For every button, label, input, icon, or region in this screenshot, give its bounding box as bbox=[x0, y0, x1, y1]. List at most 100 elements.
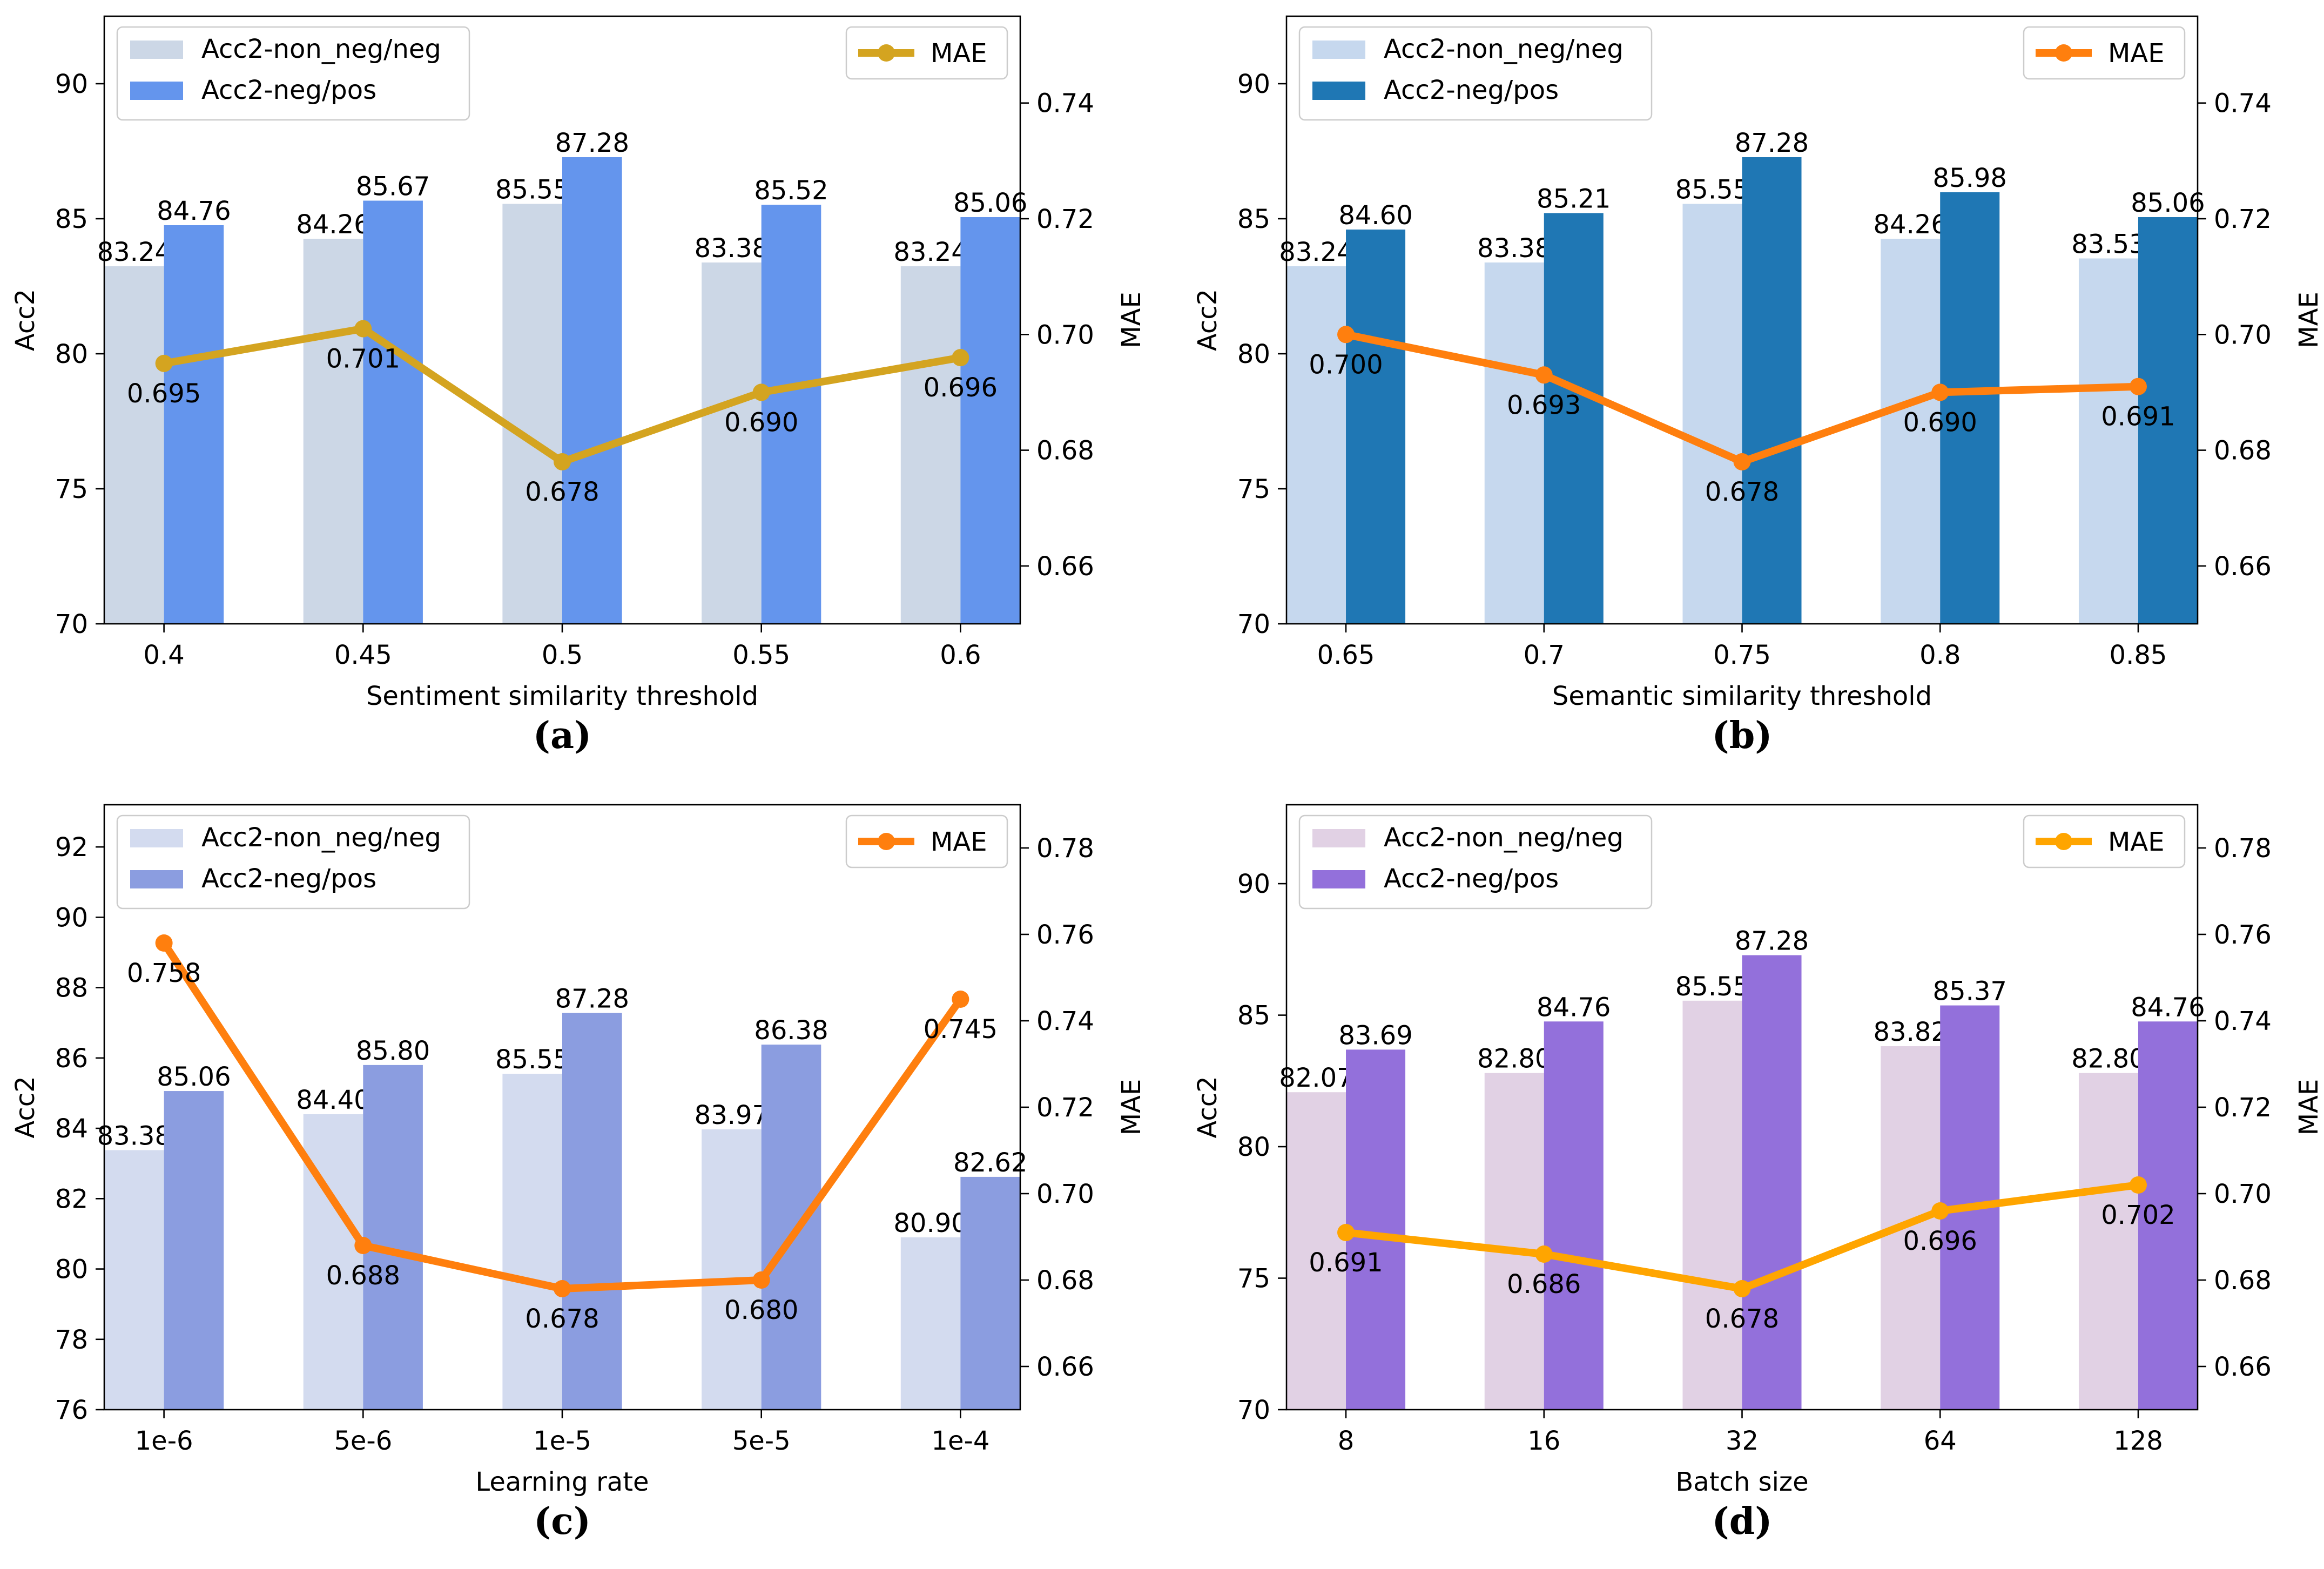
mae-value-label: 0.758 bbox=[127, 958, 201, 988]
y-tick-label: 85 bbox=[1237, 1001, 1270, 1031]
y-tick-label: 75 bbox=[1237, 1264, 1270, 1294]
y-tick-label: 80 bbox=[55, 339, 88, 369]
bar-value-label: 84.76 bbox=[1537, 992, 1611, 1022]
x-tick-label: 32 bbox=[1726, 1426, 1759, 1456]
bar-value-label: 84.40 bbox=[296, 1085, 370, 1115]
legend-frame bbox=[2023, 814, 2186, 868]
mae-point bbox=[1931, 1202, 1949, 1220]
mae-point bbox=[155, 934, 173, 952]
mae-value-label: 0.700 bbox=[1309, 349, 1383, 380]
y2-tick-label: 0.70 bbox=[2214, 1179, 2272, 1209]
y2-tick-label: 0.74 bbox=[1036, 1006, 1094, 1036]
bar bbox=[960, 1176, 1020, 1410]
bar-value-label: 85.55 bbox=[495, 175, 569, 205]
mae-value-label: 0.691 bbox=[1309, 1248, 1383, 1278]
bar-value-label: 83.38 bbox=[1477, 233, 1551, 264]
chart-panel-3: 83.38 84.40 85.55 83.97 80.90 85.06 85.80 87.28… bbox=[10, 804, 1147, 1543]
mae-value-label: 0.690 bbox=[724, 407, 798, 437]
legend-label: Acc2-non_neg/neg bbox=[201, 823, 441, 853]
bar bbox=[1346, 230, 1406, 624]
x-tick-label: 0.4 bbox=[143, 640, 184, 670]
legend-swatch bbox=[130, 829, 183, 847]
bar-value-label: 82.80 bbox=[1477, 1044, 1551, 1074]
legend-swatch bbox=[1312, 41, 1365, 59]
y2-tick-label: 0.72 bbox=[1036, 1093, 1094, 1123]
y2-tick-label: 0.68 bbox=[1036, 1265, 1094, 1296]
y2-tick-label: 0.72 bbox=[2214, 1093, 2272, 1123]
bar-legend: Acc2-non_neg/neg Acc2-neg/pos bbox=[1298, 814, 1653, 910]
panel-caption: (a) bbox=[533, 714, 591, 757]
bar bbox=[1544, 1021, 1604, 1410]
legend-label: MAE bbox=[2108, 38, 2165, 69]
legend-line-marker bbox=[2055, 833, 2072, 850]
bar-value-label: 87.28 bbox=[1735, 926, 1809, 957]
bar bbox=[363, 1065, 423, 1410]
mae-point bbox=[1733, 1280, 1751, 1297]
bar-value-label: 83.38 bbox=[695, 233, 769, 264]
x-tick-label: 0.5 bbox=[542, 640, 583, 670]
bar-value-label: 85.52 bbox=[754, 176, 828, 206]
x-axis-label: Sentiment similarity threshold bbox=[366, 681, 758, 711]
x-axis-label: Batch size bbox=[1675, 1467, 1808, 1497]
bar-value-label: 82.07 bbox=[1279, 1063, 1353, 1093]
bar-value-label: 85.55 bbox=[1675, 175, 1749, 205]
line-legend: MAE bbox=[845, 814, 1008, 868]
y-tick-label: 70 bbox=[1237, 1395, 1270, 1425]
legend-label: Acc2-non_neg/neg bbox=[1384, 823, 1624, 853]
bar-value-label: 85.21 bbox=[1537, 184, 1611, 214]
bar bbox=[900, 1237, 961, 1410]
y-tick-label: 82 bbox=[55, 1184, 88, 1214]
bar bbox=[1286, 1092, 1346, 1410]
legend-label: Acc2-non_neg/neg bbox=[201, 34, 441, 64]
y2-tick-label: 0.74 bbox=[1036, 89, 1094, 119]
bar-value-label: 85.06 bbox=[157, 1062, 231, 1092]
legend-swatch bbox=[1312, 870, 1365, 888]
legend-label: MAE bbox=[2108, 827, 2165, 857]
bar-value-label: 80.90 bbox=[893, 1208, 967, 1238]
mae-point bbox=[1337, 1224, 1355, 1241]
y-axis-label: Acc2 bbox=[10, 289, 41, 351]
bar-value-label: 86.38 bbox=[754, 1015, 828, 1046]
chart-panel-1: 83.24 84.26 85.55 83.38 83.24 84.76 85.67 87.28… bbox=[10, 15, 1147, 757]
bar bbox=[363, 200, 423, 624]
panel-caption: (b) bbox=[1712, 714, 1773, 757]
bar bbox=[562, 1013, 622, 1410]
legend-label: Acc2-neg/pos bbox=[201, 864, 376, 894]
bar bbox=[1484, 262, 1544, 624]
bar-legend: Acc2-non_neg/neg Acc2-neg/pos bbox=[1298, 26, 1653, 121]
x-tick-label: 0.7 bbox=[1524, 640, 1565, 670]
bar-value-label: 83.82 bbox=[1874, 1017, 1948, 1047]
bar bbox=[1742, 157, 1802, 624]
bar-value-label: 83.24 bbox=[893, 237, 967, 267]
x-axis-label: Learning rate bbox=[475, 1467, 649, 1497]
bar-value-label: 87.28 bbox=[555, 984, 629, 1014]
y-axis-label: Acc2 bbox=[10, 1076, 41, 1138]
bar bbox=[761, 1045, 821, 1410]
legend-frame bbox=[116, 26, 470, 121]
bar bbox=[1682, 1000, 1742, 1410]
line-legend: MAE bbox=[2023, 26, 2186, 80]
y2-tick-label: 0.66 bbox=[2214, 1352, 2272, 1382]
legend-label: Acc2-non_neg/neg bbox=[1384, 34, 1624, 64]
y-tick-label: 80 bbox=[1237, 1132, 1270, 1162]
mae-value-label: 0.678 bbox=[1705, 1304, 1779, 1334]
y2-tick-label: 0.72 bbox=[2214, 204, 2272, 234]
bar-value-label: 87.28 bbox=[1735, 128, 1809, 158]
y-tick-label: 90 bbox=[1237, 869, 1270, 899]
bar-value-label: 85.37 bbox=[1933, 977, 2007, 1007]
mae-value-label: 0.680 bbox=[724, 1295, 798, 1325]
legend-frame bbox=[845, 26, 1008, 80]
mae-point bbox=[1337, 326, 1355, 344]
mae-point bbox=[1535, 1245, 1553, 1263]
bar bbox=[1742, 955, 1802, 1410]
y2-axis-label: MAE bbox=[2294, 292, 2324, 348]
y2-axis-label: MAE bbox=[2294, 1079, 2324, 1136]
line-legend: MAE bbox=[2023, 814, 2186, 868]
y-tick-label: 75 bbox=[55, 474, 88, 504]
x-tick-label: 0.65 bbox=[1317, 640, 1375, 670]
bar bbox=[303, 239, 363, 624]
x-axis-label: Semantic similarity threshold bbox=[1552, 681, 1932, 711]
y-tick-label: 80 bbox=[55, 1255, 88, 1285]
y-axis-label: Acc2 bbox=[1193, 1076, 1223, 1138]
bar bbox=[702, 1129, 762, 1410]
